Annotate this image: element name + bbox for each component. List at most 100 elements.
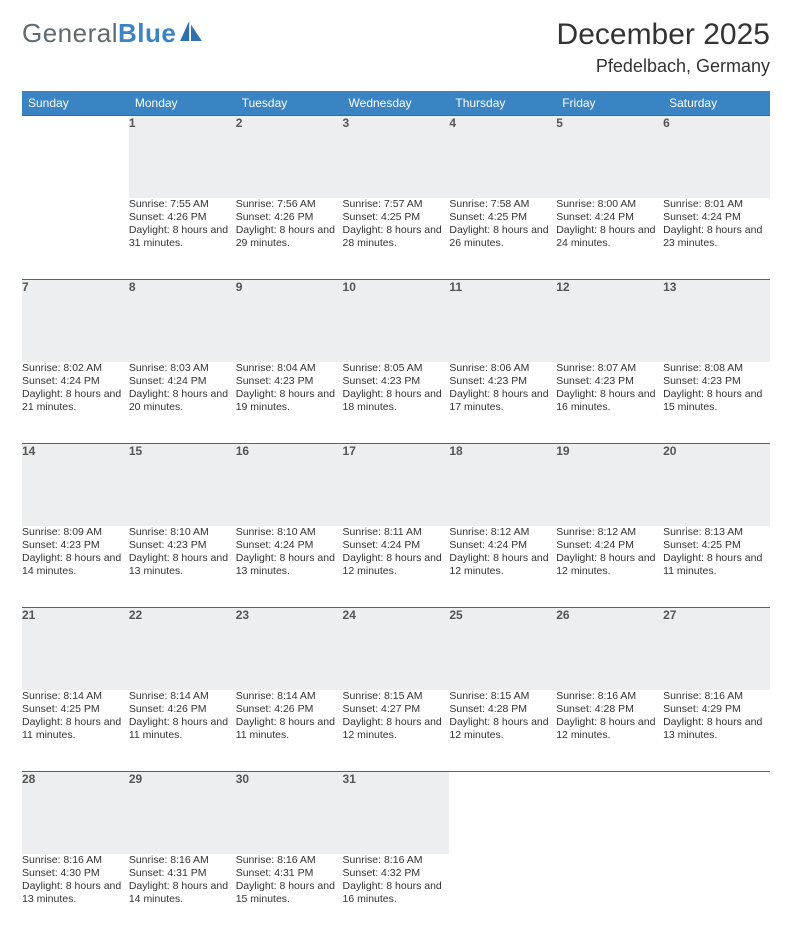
daylight-line: Daylight: 8 hours and 11 minutes. bbox=[236, 716, 343, 742]
daylight-line: Daylight: 8 hours and 18 minutes. bbox=[343, 388, 450, 414]
day-body-cell: Sunrise: 8:04 AMSunset: 4:23 PMDaylight:… bbox=[236, 362, 343, 444]
daylight-line: Daylight: 8 hours and 16 minutes. bbox=[556, 388, 663, 414]
day-number-cell: 25 bbox=[449, 608, 556, 690]
sunrise-line: Sunrise: 7:58 AM bbox=[449, 198, 556, 211]
daylight-line: Daylight: 8 hours and 13 minutes. bbox=[129, 552, 236, 578]
sunset-line: Sunset: 4:32 PM bbox=[343, 867, 450, 880]
daylight-line: Daylight: 8 hours and 11 minutes. bbox=[22, 716, 129, 742]
daynum-row: 14151617181920 bbox=[22, 444, 770, 526]
sunset-line: Sunset: 4:24 PM bbox=[129, 375, 236, 388]
sunrise-line: Sunrise: 8:07 AM bbox=[556, 362, 663, 375]
sunrise-line: Sunrise: 8:06 AM bbox=[449, 362, 556, 375]
day-number-cell bbox=[663, 772, 770, 854]
daylight-line: Daylight: 8 hours and 11 minutes. bbox=[129, 716, 236, 742]
sunset-line: Sunset: 4:28 PM bbox=[556, 703, 663, 716]
sunrise-line: Sunrise: 8:04 AM bbox=[236, 362, 343, 375]
sunrise-line: Sunrise: 8:16 AM bbox=[663, 690, 770, 703]
sunrise-line: Sunrise: 8:03 AM bbox=[129, 362, 236, 375]
sunrise-line: Sunrise: 8:15 AM bbox=[343, 690, 450, 703]
title-block: December 2025 Pfedelbach, Germany bbox=[557, 18, 770, 77]
day-body-row: Sunrise: 8:16 AM Sunset: 4:30 PM Daylight:… bbox=[22, 854, 770, 936]
sunset-line: Sunset: 4:24 PM bbox=[449, 539, 556, 552]
sunrise-line: Sunrise: 8:11 AM bbox=[343, 526, 450, 539]
day-body-cell: Sunrise: 8:16 AMSunset: 4:32 PMDaylight:… bbox=[343, 854, 450, 936]
calendar-table: Sunday Monday Tuesday Wednesday Thursday… bbox=[22, 91, 770, 936]
day-body-cell: Sunrise: 7:57 AMSunset: 4:25 PMDaylight:… bbox=[343, 198, 450, 280]
sunrise-line: Sunrise: 8:15 AM bbox=[449, 690, 556, 703]
day-number-cell: 6 bbox=[663, 116, 770, 198]
sunrise-line: Sunrise: 8:16 AM bbox=[556, 690, 663, 703]
day-body-row: Sunrise: 8:09 AMSunset: 4:23 PMDaylight:… bbox=[22, 526, 770, 608]
sunrise-line: Sunrise: 7:56 AM bbox=[236, 198, 343, 211]
sunset-line: Sunset: 4:27 PM bbox=[343, 703, 450, 716]
day-number-cell: 7 bbox=[22, 280, 129, 362]
day-number-cell: 8 bbox=[129, 280, 236, 362]
daylight-line: Daylight: 8 hours and 12 minutes. bbox=[556, 716, 663, 742]
day-body-cell: Sunrise: 8:07 AMSunset: 4:23 PMDaylight:… bbox=[556, 362, 663, 444]
sunrise-line: Sunrise: 8:00 AM bbox=[556, 198, 663, 211]
sunset-line: Sunset: 4:31 PM bbox=[129, 867, 236, 880]
day-body-cell: Sunrise: 8:16 AMSunset: 4:31 PMDaylight:… bbox=[129, 854, 236, 936]
sunset-line: Sunset: 4:25 PM bbox=[663, 539, 770, 552]
daylight-line: Daylight: 8 hours and 12 minutes. bbox=[343, 716, 450, 742]
day-number-cell: 24 bbox=[343, 608, 450, 690]
daynum-row: 21222324252627 bbox=[22, 608, 770, 690]
sunset-line: Sunset: 4:29 PM bbox=[663, 703, 770, 716]
weekday-header: Monday bbox=[129, 91, 236, 116]
day-number-cell: 9 bbox=[236, 280, 343, 362]
sunset-line: Sunset: 4:25 PM bbox=[449, 211, 556, 224]
day-body-cell: Sunrise: 8:16 AMSunset: 4:31 PMDaylight:… bbox=[236, 854, 343, 936]
day-body-cell bbox=[22, 198, 129, 280]
day-number-cell: 18 bbox=[449, 444, 556, 526]
daylight-line: Daylight: 8 hours and 28 minutes. bbox=[343, 224, 450, 250]
day-number-cell: 22 bbox=[129, 608, 236, 690]
daynum-row: 78910111213 bbox=[22, 280, 770, 362]
daylight-line: Daylight: 8 hours and 17 minutes. bbox=[449, 388, 556, 414]
day-number-cell: 4 bbox=[449, 116, 556, 198]
daylight-line: Daylight: 8 hours and 12 minutes. bbox=[556, 552, 663, 578]
day-number-cell: 10 bbox=[343, 280, 450, 362]
day-body-cell: Sunrise: 8:05 AMSunset: 4:23 PMDaylight:… bbox=[343, 362, 450, 444]
day-number-cell: 14 bbox=[22, 444, 129, 526]
sunset-line: Sunset: 4:26 PM bbox=[236, 703, 343, 716]
sunrise-line: Sunrise: 8:16 AM bbox=[236, 854, 343, 867]
daylight-line: Daylight: 8 hours and 20 minutes. bbox=[129, 388, 236, 414]
day-number-cell: 20 bbox=[663, 444, 770, 526]
day-body-cell: Sunrise: 8:10 AMSunset: 4:24 PMDaylight:… bbox=[236, 526, 343, 608]
brand-part2: Blue bbox=[118, 18, 176, 49]
weekday-header: Thursday bbox=[449, 91, 556, 116]
sunrise-line: Sunrise: 8:14 AM bbox=[22, 690, 129, 703]
sunrise-line: Sunrise: 8:13 AM bbox=[663, 526, 770, 539]
weekday-header-row: Sunday Monday Tuesday Wednesday Thursday… bbox=[22, 91, 770, 116]
title-location: Pfedelbach, Germany bbox=[557, 56, 770, 77]
daylight-line: Daylight: 8 hours and 31 minutes. bbox=[129, 224, 236, 250]
sunset-line: Sunset: 4:24 PM bbox=[556, 539, 663, 552]
daylight-line: Daylight: 8 hours and 26 minutes. bbox=[449, 224, 556, 250]
sunrise-line: Sunrise: 8:10 AM bbox=[129, 526, 236, 539]
weekday-header: Tuesday bbox=[236, 91, 343, 116]
day-body-cell: Sunrise: 8:16 AMSunset: 4:28 PMDaylight:… bbox=[556, 690, 663, 772]
day-body-cell: Sunrise: 8:14 AMSunset: 4:26 PMDaylight:… bbox=[236, 690, 343, 772]
sunrise-line: Sunrise: 8:05 AM bbox=[343, 362, 450, 375]
day-body-cell: Sunrise: 7:55 AMSunset: 4:26 PMDaylight:… bbox=[129, 198, 236, 280]
day-number-cell: 2 bbox=[236, 116, 343, 198]
day-body-cell: Sunrise: 8:16 AMSunset: 4:29 PMDaylight:… bbox=[663, 690, 770, 772]
day-number-cell bbox=[22, 116, 129, 198]
daylight-line: Daylight: 8 hours and 11 minutes. bbox=[663, 552, 770, 578]
day-number-cell: 26 bbox=[556, 608, 663, 690]
day-number-cell: 23 bbox=[236, 608, 343, 690]
sunset-line: Sunset: 4:24 PM bbox=[22, 375, 129, 388]
sunrise-line: Sunrise: 7:57 AM bbox=[343, 198, 450, 211]
day-body-cell: Sunrise: 8:15 AMSunset: 4:28 PMDaylight:… bbox=[449, 690, 556, 772]
day-body-cell: Sunrise: 8:14 AMSunset: 4:26 PMDaylight:… bbox=[129, 690, 236, 772]
header: GeneralBlue December 2025 Pfedelbach, Ge… bbox=[22, 18, 770, 77]
sunset-line: Sunset: 4:30 PM bbox=[22, 867, 129, 880]
sunrise-line: Sunrise: 8:10 AM bbox=[236, 526, 343, 539]
daylight-line: Daylight: 8 hours and 15 minutes. bbox=[236, 880, 343, 906]
day-number-cell: 16 bbox=[236, 444, 343, 526]
day-number-cell: 13 bbox=[663, 280, 770, 362]
day-number-cell: 5 bbox=[556, 116, 663, 198]
sunrise-line: Sunrise: 8:09 AM bbox=[22, 526, 129, 539]
day-body-row: Sunrise: 8:14 AMSunset: 4:25 PMDaylight:… bbox=[22, 690, 770, 772]
daylight-line: Daylight: 8 hours and 21 minutes. bbox=[22, 388, 129, 414]
